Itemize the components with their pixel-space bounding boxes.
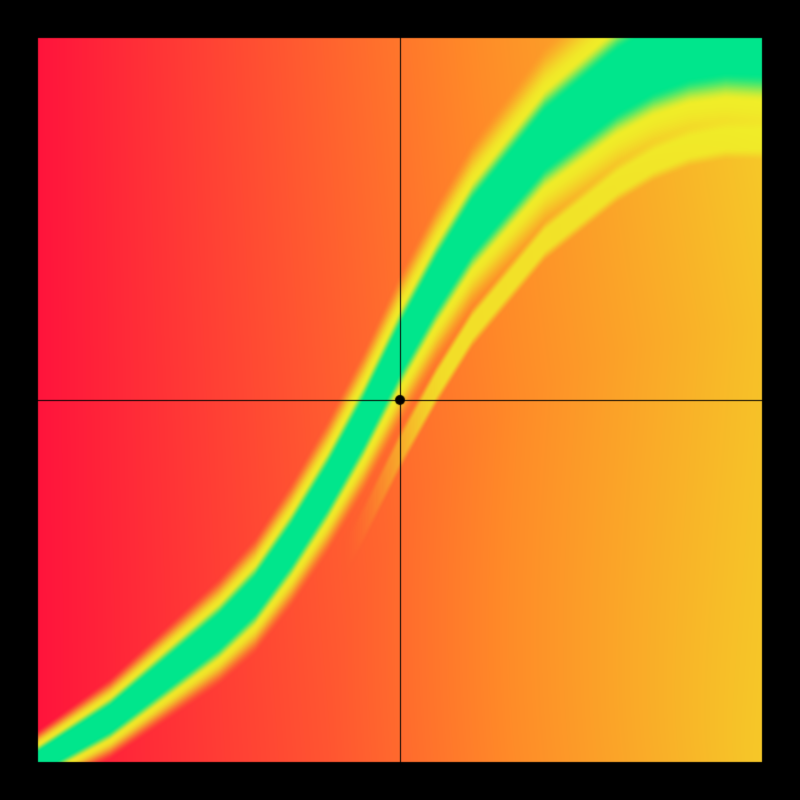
chart-container: TheBottleneck.com — [0, 0, 800, 800]
heatmap-canvas — [0, 0, 800, 800]
